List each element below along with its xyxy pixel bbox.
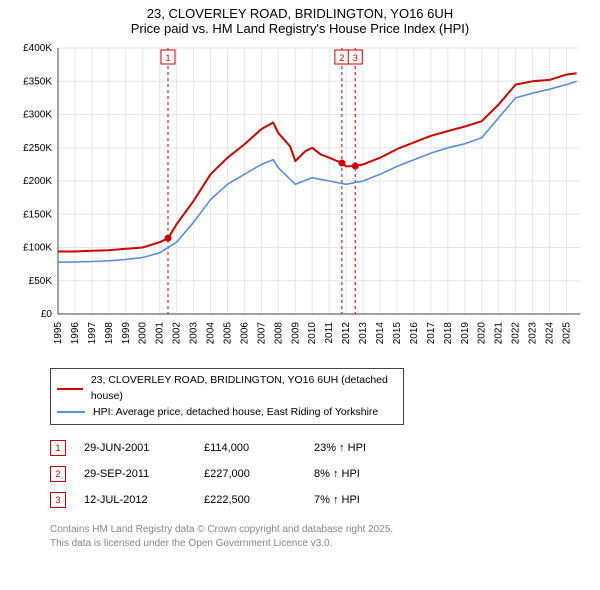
- event-price: £222,500: [204, 494, 314, 506]
- x-tick-label: 2023: [528, 322, 539, 345]
- title-line-1: 23, CLOVERLEY ROAD, BRIDLINGTON, YO16 6U…: [0, 6, 600, 21]
- x-tick-label: 2009: [290, 322, 301, 345]
- event-marker-3: 3: [348, 50, 362, 64]
- x-tick-label: 2021: [494, 322, 505, 345]
- x-tick-label: 2014: [375, 322, 386, 345]
- event-marker-2: 2: [335, 50, 349, 64]
- attribution-line-2: This data is licensed under the Open Gov…: [50, 537, 600, 551]
- x-tick-label: 2012: [341, 322, 352, 345]
- x-tick-label: 2013: [358, 322, 369, 345]
- legend: 23, CLOVERLEY ROAD, BRIDLINGTON, YO16 6U…: [50, 368, 404, 425]
- attribution: Contains HM Land Registry data © Crown c…: [50, 523, 600, 550]
- x-tick-label: 2002: [172, 322, 183, 345]
- legend-swatch: [57, 411, 85, 413]
- x-tick-label: 2010: [307, 322, 318, 345]
- legend-swatch: [57, 388, 83, 390]
- x-tick-label: 2024: [544, 322, 555, 345]
- y-tick-label: £300K: [23, 110, 52, 121]
- event-row: 1 29-JUN-2001£114,00023% ↑ HPI: [50, 435, 600, 461]
- event-price: £227,000: [204, 468, 314, 480]
- event-row: 2 29-SEP-2011£227,0008% ↑ HPI: [50, 461, 600, 487]
- x-tick-label: 2006: [239, 322, 250, 345]
- title-line-2: Price paid vs. HM Land Registry's House …: [0, 21, 600, 36]
- x-tick-label: 2001: [155, 322, 166, 345]
- x-tick-label: 2025: [561, 322, 572, 345]
- event-date: 12-JUL-2012: [84, 494, 204, 506]
- event-date: 29-JUN-2001: [84, 442, 204, 454]
- event-price: £114,000: [204, 442, 314, 454]
- event-marker-box: 2: [50, 466, 66, 482]
- y-tick-label: £250K: [23, 143, 52, 154]
- x-tick-label: 1999: [121, 322, 132, 345]
- x-tick-label: 2011: [324, 322, 335, 344]
- legend-label: 23, CLOVERLEY ROAD, BRIDLINGTON, YO16 6U…: [91, 373, 397, 405]
- event-delta: 7% ↑ HPI: [314, 494, 414, 506]
- x-tick-label: 2000: [138, 322, 149, 345]
- x-tick-label: 2017: [426, 322, 437, 345]
- x-tick-label: 2004: [206, 322, 217, 345]
- x-tick-label: 2007: [256, 322, 267, 345]
- x-tick-label: 2018: [443, 322, 454, 345]
- x-tick-label: 2003: [189, 322, 200, 345]
- svg-text:2: 2: [339, 53, 344, 63]
- event-date: 29-SEP-2011: [84, 468, 204, 480]
- x-tick-label: 2016: [409, 322, 420, 345]
- y-tick-label: £100K: [23, 243, 52, 254]
- x-tick-label: 1995: [53, 322, 64, 345]
- x-tick-label: 2008: [273, 322, 284, 345]
- event-row: 3 12-JUL-2012£222,5007% ↑ HPI: [50, 487, 600, 513]
- x-tick-label: 1996: [70, 322, 81, 345]
- y-tick-label: £200K: [23, 176, 52, 187]
- line-chart-svg: £0 £50K £100K £150K £200K £250K £300K £350K £400…: [10, 42, 590, 362]
- svg-text:1: 1: [165, 53, 170, 63]
- event-marker-1: 1: [161, 50, 175, 64]
- chart-area: £0 £50K £100K £150K £200K £250K £300K £350K £400…: [10, 42, 590, 362]
- svg-text:3: 3: [353, 53, 358, 63]
- attribution-line-1: Contains HM Land Registry data © Crown c…: [50, 523, 600, 537]
- legend-item: HPI: Average price, detached house, East…: [57, 405, 397, 421]
- x-tick-label: 2020: [477, 322, 488, 345]
- y-tick-label: £150K: [23, 209, 52, 220]
- x-tick-label: 2022: [511, 322, 522, 345]
- event-delta: 23% ↑ HPI: [314, 442, 414, 454]
- x-tick-label: 2019: [460, 322, 471, 345]
- x-tick-label: 1997: [87, 322, 98, 345]
- y-tick-label: £350K: [23, 76, 52, 87]
- event-table: 1 29-JUN-2001£114,00023% ↑ HPI 2 29-SEP-201…: [50, 435, 600, 513]
- event-marker-box: 3: [50, 492, 66, 508]
- x-tick-label: 1998: [104, 322, 115, 345]
- x-tick-label: 2015: [392, 322, 403, 345]
- legend-item: 23, CLOVERLEY ROAD, BRIDLINGTON, YO16 6U…: [57, 373, 397, 405]
- legend-label: HPI: Average price, detached house, East…: [93, 405, 378, 421]
- event-delta: 8% ↑ HPI: [314, 468, 414, 480]
- y-tick-label: £400K: [23, 43, 52, 54]
- x-tick-label: 2005: [222, 322, 233, 345]
- y-tick-label: £0: [41, 309, 53, 320]
- y-tick-label: £50K: [29, 276, 53, 287]
- chart-titles: 23, CLOVERLEY ROAD, BRIDLINGTON, YO16 6U…: [0, 0, 600, 36]
- event-marker-box: 1: [50, 440, 66, 456]
